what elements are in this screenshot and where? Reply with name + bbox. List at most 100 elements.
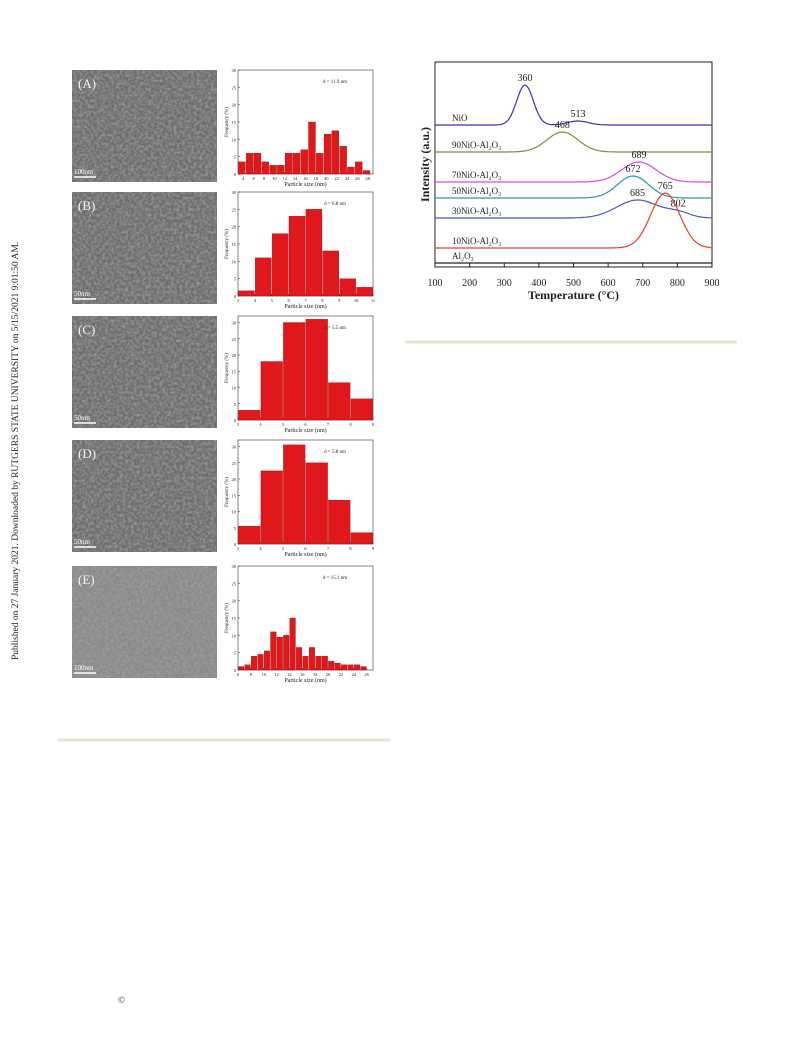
x-tick-label: 200 [462, 278, 477, 289]
histogram-bar [316, 153, 324, 175]
x-tick-label: 12 [282, 176, 287, 181]
x-tick-label: 4 [259, 546, 262, 551]
peak-label: 689 [631, 150, 646, 161]
histogram-title: d = 15.1 nm [323, 576, 347, 581]
x-axis-label: Particle size (nm) [284, 677, 326, 684]
histogram-bar [356, 287, 373, 297]
x-tick-label: 5 [271, 298, 274, 303]
x-tick-label: 16 [300, 672, 305, 677]
x-tick-label: 20 [326, 672, 331, 677]
tem-texture [72, 192, 217, 304]
x-tick-label: 8 [349, 546, 352, 551]
x-axis-label: Particle size (nm) [284, 427, 326, 434]
x-tick-label: 24 [351, 672, 356, 677]
x-tick-label: 18 [314, 176, 319, 181]
histogram-bar [238, 161, 246, 175]
histogram-bar [283, 444, 306, 545]
x-tick-label: 9 [338, 298, 341, 303]
y-tick-label: 30 [232, 445, 237, 450]
x-tick-label: 4 [259, 422, 262, 427]
histogram-bar [238, 525, 261, 545]
x-tick-label: 900 [705, 278, 720, 289]
x-tick-label: 18 [313, 672, 318, 677]
y-tick-label: 0 [234, 542, 237, 547]
x-tick-label: 7 [304, 298, 307, 303]
y-tick-label: 25 [232, 581, 237, 586]
curve-label: NiO [452, 113, 468, 123]
histogram-bar [302, 655, 309, 671]
x-tick-label: 28 [366, 176, 371, 181]
x-axis-label: Particle size (nm) [284, 551, 326, 558]
y-tick-label: 5 [234, 277, 237, 282]
histogram-bar [238, 410, 261, 421]
histogram-bar [350, 532, 373, 545]
y-tick-label: 30 [232, 564, 237, 569]
x-tick-label: 5 [282, 422, 285, 427]
x-tick-label: 5 [282, 546, 285, 551]
histogram-bar [323, 133, 332, 175]
histogram-title: d = 11.9 nm [323, 80, 347, 85]
histogram-bar [263, 650, 270, 671]
curve-label: 30NiO-Al₂O₃ [452, 206, 501, 216]
y-tick-label: 5 [234, 526, 237, 531]
x-tick-label: 9 [372, 546, 375, 551]
x-tick-label: 24 [345, 176, 350, 181]
x-tick-label: 10 [354, 298, 359, 303]
histogram-bar [339, 146, 347, 175]
histogram-bar [322, 250, 339, 297]
x-tick-label: 3 [237, 422, 240, 427]
y-tick-label: 15 [232, 120, 237, 125]
y-tick-label: 10 [232, 633, 237, 638]
x-tick-label: 700 [635, 278, 650, 289]
x-tick-label: 20 [324, 176, 329, 181]
panel-label: (C) [78, 322, 95, 337]
histogram-bar [328, 499, 351, 545]
histogram-bar [362, 170, 371, 175]
histogram-bar [347, 166, 355, 175]
histogram-bar [292, 153, 301, 175]
tem-texture [72, 70, 217, 182]
histogram-title: d = 5.8 nm [324, 450, 346, 455]
curve-label: 90NiO-Al₂O₃ [452, 140, 501, 150]
histogram-bar [284, 153, 293, 175]
histogram-bar [334, 662, 341, 671]
histogram-bar [305, 319, 328, 421]
panel-label: (D) [78, 446, 96, 461]
y-tick-label: 15 [232, 242, 237, 247]
histogram-bar [270, 631, 277, 671]
peak-label: 685 [630, 188, 645, 199]
y-tick-label: 25 [232, 461, 237, 466]
y-axis-label: Frequency (%) [225, 107, 230, 137]
curve-label: 70NiO-Al₂O₃ [452, 170, 501, 180]
y-tick-label: 0 [234, 172, 237, 177]
x-tick-label: 6 [252, 176, 255, 181]
x-tick-label: 4 [242, 176, 245, 181]
x-tick-label: 11 [371, 298, 375, 303]
y-tick-label: 15 [232, 616, 237, 621]
histogram-bar [260, 361, 283, 421]
histogram-bar [331, 130, 340, 175]
peak-label: 672 [626, 164, 641, 175]
x-tick-label: 6 [237, 672, 240, 677]
x-tick-label: 3 [237, 298, 240, 303]
y-tick-label: 25 [232, 207, 237, 212]
x-tick-label: 22 [334, 176, 339, 181]
peak-label: 468 [555, 120, 570, 131]
x-tick-label: 7 [327, 546, 330, 551]
x-tick-label: 8 [349, 422, 352, 427]
histogram-bar [238, 666, 245, 671]
curve-label: 10NiO-Al₂O₃ [452, 236, 501, 246]
x-tick-label: 600 [601, 278, 616, 289]
y-tick-label: 5 [234, 402, 237, 407]
y-tick-label: 30 [232, 68, 237, 73]
histogram-bar [260, 470, 283, 545]
histogram-bar [305, 209, 323, 297]
scale-bar-label: 50nm [74, 290, 91, 298]
histogram-bar [308, 647, 315, 671]
scale-bar-label: 100nm [74, 664, 94, 672]
y-axis-label: Frequency (%) [225, 603, 230, 633]
peak-label: 802 [671, 198, 686, 209]
tpr-curve [435, 131, 712, 153]
scale-bar-label: 100nm [74, 168, 94, 176]
